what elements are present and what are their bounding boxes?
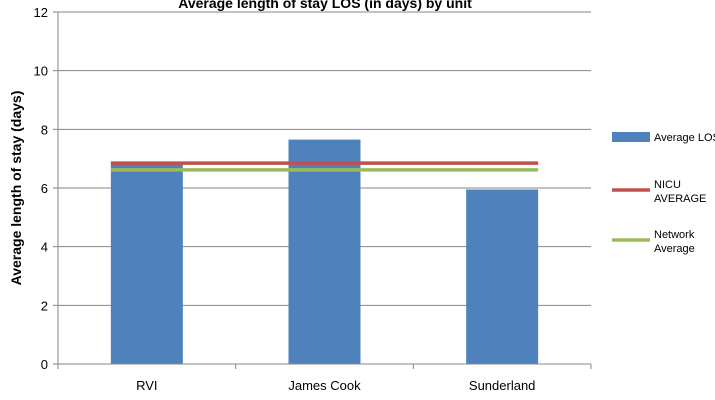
reference-lines xyxy=(110,161,539,172)
legend-label: Network Average xyxy=(654,229,695,255)
axes xyxy=(53,11,592,369)
y-tick-label: 8 xyxy=(41,122,48,137)
legend-label-line: AVERAGE xyxy=(654,193,706,205)
legend: Average LOS NICU AVERAGE Network Average xyxy=(612,132,715,255)
y-tick-labels: 0 2 4 6 8 10 12 xyxy=(34,5,48,372)
y-tick-label: 0 xyxy=(41,357,48,372)
legend-swatch xyxy=(612,132,650,142)
x-tick-labels: RVI James Cook Sunderland xyxy=(136,378,535,393)
y-tick-label: 12 xyxy=(34,5,48,20)
y-tick-label: 4 xyxy=(41,240,48,255)
x-tick-label: RVI xyxy=(136,378,157,393)
y-axis-label: Average length of stay (days) xyxy=(8,91,24,286)
legend-label-line: Average xyxy=(654,243,695,255)
chart-title: Average length of stay LOS (in days) by … xyxy=(178,0,472,11)
bar-rvi xyxy=(110,164,183,364)
y-tick-label: 6 xyxy=(41,181,48,196)
x-tick-label: Sunderland xyxy=(469,378,536,393)
bar-james-cook xyxy=(288,139,361,364)
legend-label-line: Network xyxy=(654,229,695,241)
bars xyxy=(110,139,539,364)
y-tick-label: 2 xyxy=(41,298,48,313)
bar-sunderland xyxy=(466,189,539,364)
legend-label: NICU AVERAGE xyxy=(654,179,706,205)
x-tick-label: James Cook xyxy=(288,378,361,393)
legend-label: Average LOS xyxy=(654,132,715,144)
y-tick-label: 10 xyxy=(34,64,48,79)
legend-label-line: NICU xyxy=(654,179,681,191)
